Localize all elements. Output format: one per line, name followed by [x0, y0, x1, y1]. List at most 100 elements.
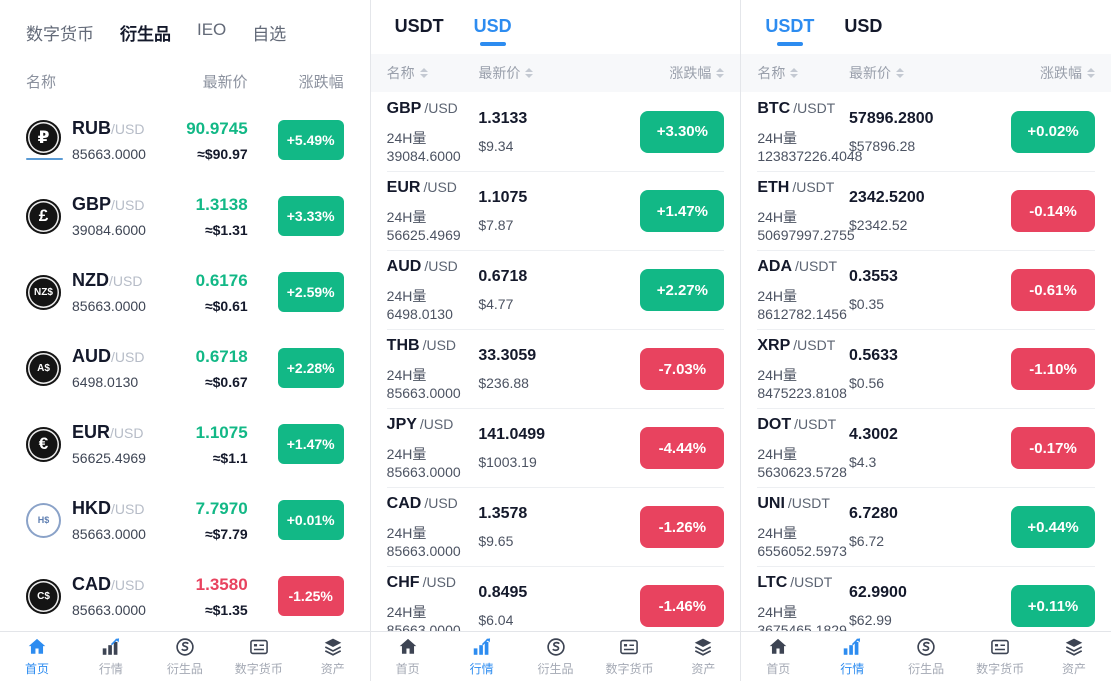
market-row[interactable]: GBP/USD 24H量39084.6000 1.3133 $9.34 +3.3…	[387, 92, 725, 171]
category-tab[interactable]: 自选	[252, 25, 287, 44]
watchlist-row[interactable]: H$ HKD/USD 85663.0000 7.7970 ≈$7.79 +0.0…	[0, 482, 370, 558]
pair-symbol: CAD	[386, 495, 422, 512]
volume-24h: 24H量56625.4969	[386, 209, 461, 243]
change-badge[interactable]: +5.49%	[277, 120, 344, 160]
change-badge[interactable]: -1.10%	[1011, 348, 1096, 390]
watchlist-row[interactable]: C$ CAD/USD 85663.0000 1.3580 ≈$1.35 -1.2…	[0, 558, 370, 634]
change-badge[interactable]: -4.44%	[640, 427, 725, 469]
last-price: 0.8495	[478, 584, 528, 601]
nav-item-market[interactable]: 行情	[74, 632, 148, 681]
watchlist-row[interactable]: € EUR/USD 56625.4969 1.1075 ≈$1.1 +1.47%	[0, 406, 370, 482]
market-row[interactable]: DOT/USDT 24H量5630623.5728 4.3002 $4.3 -0…	[757, 408, 1096, 487]
last-price: 33.3059	[478, 347, 537, 364]
quote-tabs: USDT USD	[741, 0, 1111, 46]
change-badge[interactable]: +2.59%	[277, 272, 344, 312]
change-badge[interactable]: +1.47%	[277, 424, 344, 464]
nav-item-assets[interactable]: 资产	[1037, 632, 1111, 681]
market-row[interactable]: CHF/USD 24H量85663.0000 0.8495 $6.04 -1.4…	[386, 566, 725, 645]
market-icon	[102, 638, 119, 655]
quote-tabs: USDT USD	[371, 0, 741, 46]
volume-label: 24H量	[757, 209, 798, 225]
watchlist-row[interactable]: A$ AUD/USD 6498.0130 0.6718 ≈$0.67 +2.28…	[0, 330, 370, 406]
quote-tab-usdt[interactable]: USDT	[765, 16, 814, 46]
change-badge[interactable]: -1.25%	[277, 576, 344, 616]
nav-item-market[interactable]: 行情	[815, 632, 889, 681]
market-row[interactable]: AUD/USD 24H量6498.0130 0.6718 $4.77 +2.27…	[386, 250, 725, 329]
change-badge[interactable]: -1.26%	[640, 506, 725, 548]
column-last-price-sortable[interactable]: 最新价	[478, 63, 628, 83]
category-tab[interactable]: IEO	[197, 20, 227, 39]
change-badge[interactable]: -1.46%	[640, 585, 725, 627]
panel-usdt-market: USDT USD 名称 最新价 涨跌幅 BTC/USDT 2	[740, 0, 1111, 681]
quote-tab-usd[interactable]: USD	[844, 16, 882, 46]
nav-item-digital-currency[interactable]: 数字货币	[592, 632, 666, 681]
change-badge[interactable]: +0.11%	[1011, 585, 1096, 627]
nav-item-home[interactable]: 首页	[741, 632, 815, 681]
category-tab[interactable]: 数字货币	[26, 25, 94, 44]
pair-volume: 85663.0000	[72, 146, 146, 162]
digital-currency-icon	[620, 639, 639, 655]
nav-item-assets[interactable]: 资产	[296, 632, 370, 681]
pair-quote: /USDT	[793, 337, 836, 353]
change-badge[interactable]: +2.27%	[640, 269, 725, 311]
nav-item-derivatives[interactable]: 衍生品	[519, 632, 593, 681]
market-row[interactable]: JPY/USD 24H量85663.0000 141.0499 $1003.19…	[386, 408, 725, 487]
pair-quote: /USDT	[787, 495, 830, 511]
change-badge[interactable]: +0.44%	[1011, 506, 1096, 548]
market-row[interactable]: ADA/USDT 24H量8612782.1456 0.3553 $0.35 -…	[757, 250, 1096, 329]
change-badge[interactable]: -7.03%	[640, 348, 725, 390]
market-row[interactable]: CAD/USD 24H量85663.0000 1.3578 $9.65 -1.2…	[386, 487, 725, 566]
market-row[interactable]: BTC/USDT 24H量123837226.4048 57896.2800 $…	[757, 92, 1096, 171]
column-change-sortable[interactable]: 涨跌幅	[999, 63, 1096, 83]
pair-volume: 56625.4969	[72, 450, 146, 466]
column-name-sortable[interactable]: 名称	[757, 63, 849, 83]
market-row[interactable]: UNI/USDT 24H量6556052.5973 6.7280 $6.72 +…	[757, 487, 1096, 566]
change-badge[interactable]: +3.30%	[640, 110, 725, 153]
market-row[interactable]: XRP/USDT 24H量8475223.8108 0.5633 $0.56 -…	[757, 329, 1096, 408]
nav-item-digital-currency[interactable]: 数字货币	[222, 632, 296, 681]
last-price: 4.3002	[849, 426, 898, 443]
column-name-sortable[interactable]: 名称	[387, 63, 479, 83]
market-row[interactable]: THB/USD 24H量85663.0000 33.3059 $236.88 -…	[386, 329, 725, 408]
change-badge[interactable]: -0.61%	[1011, 269, 1096, 311]
usd-value: $4.77	[478, 296, 514, 312]
change-badge[interactable]: +0.01%	[277, 500, 344, 540]
change-badge[interactable]: -0.17%	[1011, 427, 1096, 469]
column-change-sortable[interactable]: 涨跌幅	[628, 63, 725, 83]
pair-quote: /USD	[424, 258, 458, 274]
nav-item-derivatives[interactable]: 衍生品	[889, 632, 963, 681]
nav-item-home[interactable]: 首页	[371, 632, 445, 681]
change-badge[interactable]: +2.28%	[277, 348, 344, 388]
nav-item-derivatives[interactable]: 衍生品	[148, 632, 222, 681]
column-last-price-sortable[interactable]: 最新价	[849, 63, 999, 83]
usd-value: $1003.19	[478, 454, 537, 470]
watchlist-row[interactable]: NZ$ NZD/USD 85663.0000 0.6176 ≈$0.61 +2.…	[0, 254, 370, 330]
nav-item-home[interactable]: 首页	[0, 632, 74, 681]
market-row[interactable]: EUR/USD 24H量56625.4969 1.1075 $7.87 +1.4…	[386, 171, 725, 250]
change-badge[interactable]: +0.02%	[1011, 110, 1096, 153]
quote-tab-usdt[interactable]: USDT	[395, 16, 444, 46]
category-tab[interactable]: 衍生品	[120, 25, 171, 44]
nav-item-digital-currency[interactable]: 数字货币	[963, 632, 1037, 681]
market-row[interactable]: ETH/USDT 24H量50697997.2755 2342.5200 $23…	[757, 171, 1096, 250]
quote-tab-usd[interactable]: USD	[474, 16, 512, 46]
pair-symbol: EUR	[386, 179, 421, 196]
active-tab-underline	[479, 42, 506, 46]
usd-approx: ≈$1.35	[204, 601, 248, 618]
nav-item-assets[interactable]: 资产	[666, 632, 740, 681]
market-row[interactable]: LTC/USDT 24H量3675465.1829 62.9900 $62.99…	[757, 566, 1096, 645]
change-badge[interactable]: +3.33%	[277, 196, 344, 236]
pair-symbol: XRP	[757, 337, 791, 354]
column-last-price: 最新价	[202, 74, 248, 91]
usd-value: $9.34	[478, 137, 514, 154]
watchlist-row[interactable]: £ GBP/USD 39084.6000 1.3138 ≈$1.31 +3.33…	[0, 178, 370, 254]
last-price: 7.7970	[195, 498, 248, 518]
watchlist-row[interactable]: ₽ RUB/USD 85663.0000 90.9745 ≈$90.97 +5.…	[0, 102, 370, 178]
change-badge[interactable]: -0.14%	[1011, 190, 1096, 232]
sort-icon	[716, 68, 725, 78]
change-badge[interactable]: +1.47%	[640, 190, 725, 232]
column-change: 涨跌幅	[298, 74, 344, 91]
pair-symbol: GBP	[386, 99, 422, 117]
pair-symbol: NZD	[72, 270, 109, 290]
nav-item-market[interactable]: 行情	[445, 632, 519, 681]
